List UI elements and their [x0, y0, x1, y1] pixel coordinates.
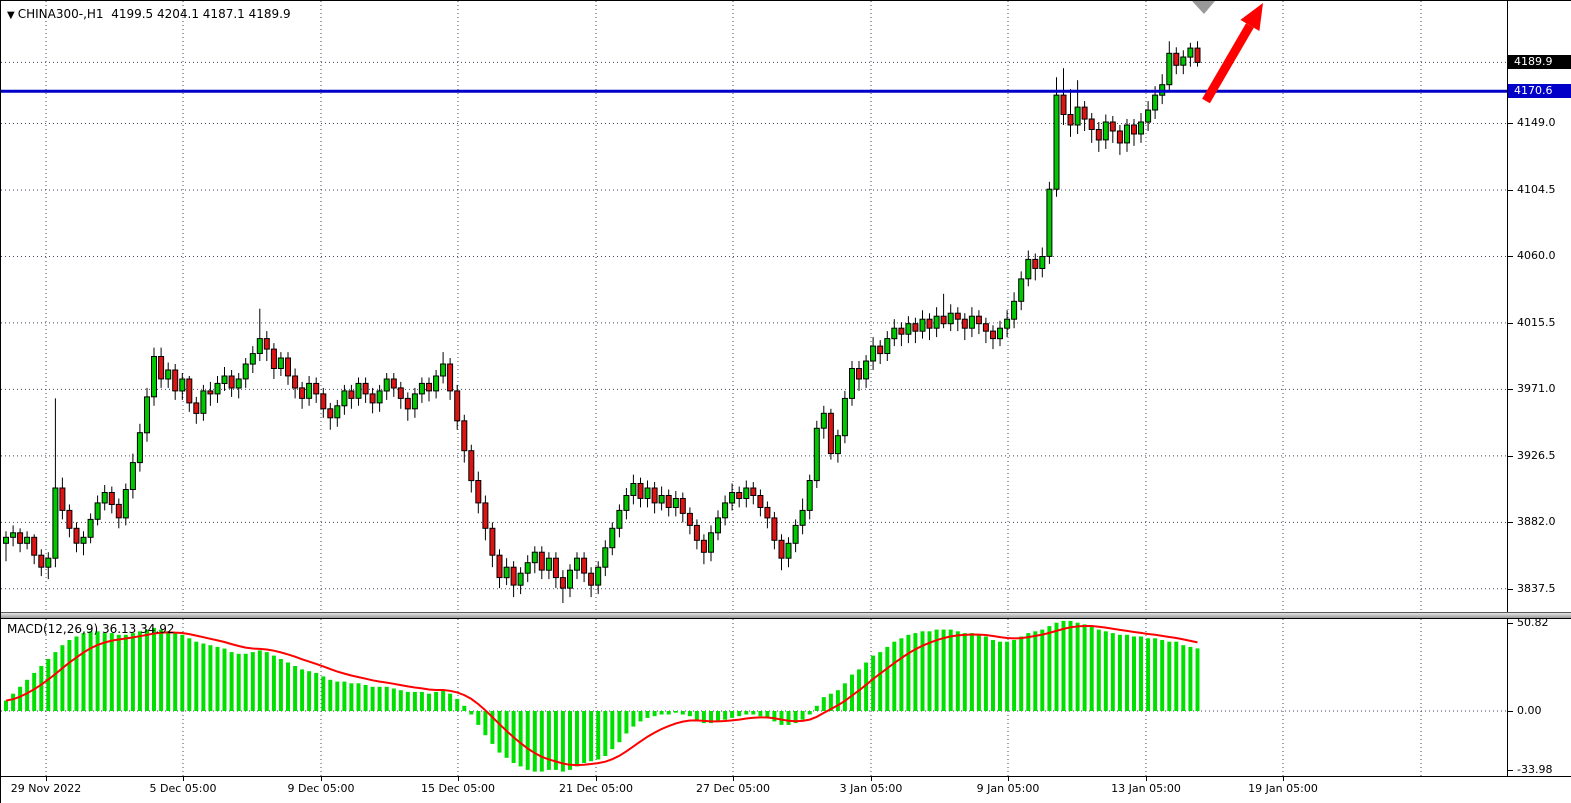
time-axis-label: 3 Jan 05:00 — [839, 782, 903, 795]
grid-lines — [1, 1, 1507, 612]
time-axis-label: 19 Jan 05:00 — [1248, 782, 1318, 795]
candlestick-plot[interactable] — [1, 1, 1507, 612]
time-axis[interactable]: 29 Nov 2022 5 Dec 05:00 9 Dec 05:00 15 Dec … — [1, 776, 1571, 803]
time-tick — [1283, 777, 1284, 781]
price-tick-label: 4060.0 — [1508, 249, 1571, 263]
macd-panel[interactable]: MACD(12,26,9) 36.13 34.92 — [1, 619, 1507, 776]
macd-signal-line — [5, 625, 1198, 767]
macd-value-axis[interactable]: 50.82 0.00 -33.98 — [1507, 616, 1571, 777]
time-tick — [1146, 777, 1147, 781]
price-tick-label: 4149.0 — [1508, 116, 1571, 130]
triangle-annotation[interactable] — [1192, 1, 1215, 14]
time-tick — [596, 777, 597, 781]
macd-indicator-label: MACD(12,26,9) 36.13 34.92 — [7, 622, 175, 636]
price-tick-label: 4015.5 — [1508, 316, 1571, 330]
time-tick — [871, 777, 872, 781]
macd-histogram-layer — [4, 620, 1200, 772]
panel-splitter[interactable] — [1, 612, 1571, 619]
trend-arrow-annotation[interactable] — [1202, 3, 1263, 104]
time-tick — [183, 777, 184, 781]
macd-tick-label: 0.00 — [1508, 704, 1571, 718]
price-tick-label: 3971.0 — [1508, 382, 1571, 396]
time-axis-label: 27 Dec 05:00 — [696, 782, 770, 795]
price-tick-label: 4104.5 — [1508, 183, 1571, 197]
macd-tick-label: 50.82 — [1508, 616, 1571, 630]
main-chart-area[interactable]: ▼ CHINA300-,H1 4199.5 4204.1 4187.1 4189.… — [1, 1, 1507, 612]
time-axis-label: 13 Jan 05:00 — [1111, 782, 1181, 795]
hline-price-label: 4170.6 — [1508, 84, 1571, 98]
time-tick — [1008, 777, 1009, 781]
price-tick-label: 3926.5 — [1508, 449, 1571, 463]
time-axis-label: 9 Jan 05:00 — [976, 782, 1040, 795]
time-axis-label: 21 Dec 05:00 — [559, 782, 633, 795]
time-tick — [46, 777, 47, 781]
ohlc-values-label: 4199.5 4204.1 4187.1 4189.9 — [111, 7, 291, 21]
chart-title: ▼ CHINA300-,H1 4199.5 4204.1 4187.1 4189.… — [7, 7, 291, 21]
symbol-timeframe-label: CHINA300-,H1 — [17, 7, 104, 21]
time-axis-label: 9 Dec 05:00 — [287, 782, 355, 795]
time-axis-label: 15 Dec 05:00 — [421, 782, 495, 795]
candles-layer — [3, 41, 1201, 603]
price-axis[interactable]: 4149.0 4104.5 4060.0 4015.5 3971.0 3926.5 3882… — [1507, 1, 1571, 612]
price-tick-label: 3882.0 — [1508, 515, 1571, 529]
macd-tick-label: -33.98 — [1508, 763, 1571, 777]
time-axis-label: 29 Nov 2022 — [10, 782, 82, 795]
price-tick-label: 3837.5 — [1508, 582, 1571, 596]
macd-plot[interactable] — [1, 619, 1507, 776]
symbol-marker-icon: ▼ — [7, 10, 15, 21]
time-axis-label: 5 Dec 05:00 — [149, 782, 217, 795]
time-tick — [733, 777, 734, 781]
time-tick — [321, 777, 322, 781]
time-tick — [458, 777, 459, 781]
current-price-label: 4189.9 — [1508, 55, 1571, 69]
